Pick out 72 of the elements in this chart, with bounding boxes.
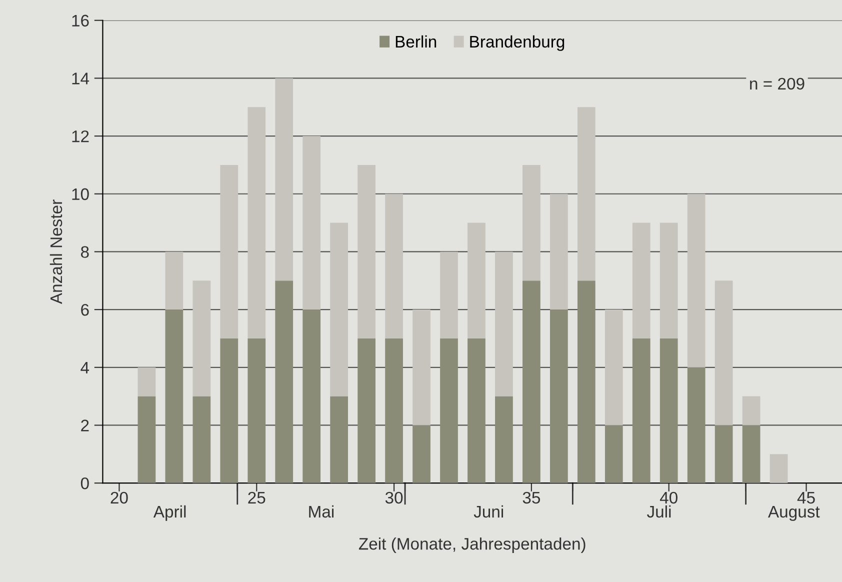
bar xyxy=(550,194,568,310)
y-axis-title: Anzahl Nester xyxy=(50,200,62,304)
bar xyxy=(468,338,486,484)
text: Juni xyxy=(474,505,504,518)
y-tick-label: 8 xyxy=(80,246,89,258)
bar xyxy=(687,194,706,368)
bar xyxy=(385,194,403,338)
y-tick-label: 4 xyxy=(80,362,90,374)
bar xyxy=(275,280,294,484)
x-tick-label: 40 xyxy=(660,492,678,504)
annotation: n = 209 xyxy=(750,78,804,90)
bar xyxy=(165,252,184,310)
bar xyxy=(192,396,211,484)
y-tick-label: 12 xyxy=(72,130,89,142)
x-axis-title: Zeit (Monate, Jahrespentaden) xyxy=(358,537,586,554)
bar xyxy=(742,396,760,426)
text: August xyxy=(768,506,820,521)
bar xyxy=(714,425,733,484)
bar xyxy=(687,367,706,484)
bar xyxy=(302,310,321,484)
bar xyxy=(604,310,623,426)
text: April xyxy=(153,505,186,521)
bar xyxy=(632,338,650,484)
bar xyxy=(440,338,458,484)
bar xyxy=(522,164,540,281)
bar xyxy=(742,425,760,484)
bar xyxy=(495,396,513,484)
bar xyxy=(604,425,623,484)
bar xyxy=(330,396,348,484)
bar xyxy=(385,338,403,484)
legend-label: Berlin xyxy=(396,35,436,48)
bar xyxy=(220,164,238,338)
bar xyxy=(577,280,596,484)
bar xyxy=(522,280,540,484)
bar xyxy=(275,78,294,281)
y-tick-label: 16 xyxy=(72,14,89,27)
x-tick-label: 45 xyxy=(797,492,815,504)
bar xyxy=(440,252,458,338)
bar xyxy=(248,107,266,338)
bar xyxy=(714,280,733,426)
x-tick-label: 20 xyxy=(110,492,128,504)
bar xyxy=(495,252,513,396)
y-tick-label: 2 xyxy=(81,420,89,432)
bar xyxy=(358,164,376,338)
y-tick-label: 6 xyxy=(81,304,89,316)
x-tick-label: 30 xyxy=(385,492,403,504)
legend-label: Brandenburg xyxy=(470,35,564,51)
bar xyxy=(660,338,678,484)
text: Mai xyxy=(309,505,334,518)
bar xyxy=(358,338,376,484)
bar xyxy=(302,136,321,310)
text: Juli xyxy=(647,505,671,518)
y-tick-label: 0 xyxy=(80,477,89,490)
y-tick-label: 10 xyxy=(72,188,89,200)
bar xyxy=(660,222,678,338)
bar xyxy=(248,338,266,484)
bar xyxy=(770,454,788,484)
bar xyxy=(412,310,430,426)
bar xyxy=(632,222,650,338)
bar xyxy=(192,280,211,396)
x-tick-label: 35 xyxy=(522,492,540,504)
x-tick-label: 25 xyxy=(248,492,266,504)
bar xyxy=(220,338,238,484)
bar xyxy=(412,425,430,484)
bar xyxy=(550,310,568,484)
bar xyxy=(330,222,348,396)
bar xyxy=(468,222,486,338)
bar xyxy=(165,310,184,484)
y-tick-label: 14 xyxy=(72,72,90,84)
bar xyxy=(138,396,156,484)
bar xyxy=(138,367,156,396)
bar xyxy=(577,107,596,281)
